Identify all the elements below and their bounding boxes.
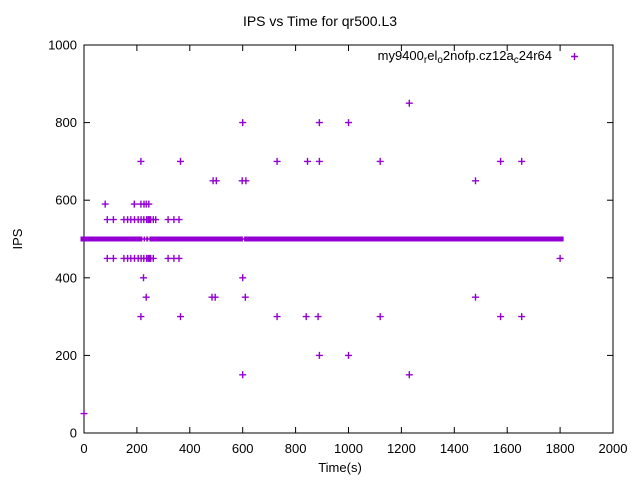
y-tick-label: 200 xyxy=(55,348,77,363)
data-point xyxy=(239,371,247,379)
data-point xyxy=(345,351,352,359)
x-tick-label: 800 xyxy=(285,441,307,456)
data-point xyxy=(405,371,413,379)
data-point xyxy=(152,216,160,224)
data-point xyxy=(405,99,413,107)
data-point xyxy=(149,254,157,262)
data-point xyxy=(302,313,310,321)
data-point xyxy=(177,157,184,165)
x-tick-label: 600 xyxy=(232,441,254,456)
data-point xyxy=(273,313,281,321)
data-point xyxy=(497,157,505,165)
data-point xyxy=(497,313,505,321)
x-tick-label: 1800 xyxy=(546,441,575,456)
data-point xyxy=(130,200,138,208)
data-point xyxy=(315,351,323,359)
data-point xyxy=(137,157,145,165)
data-point xyxy=(145,200,153,208)
data-point xyxy=(137,313,145,321)
data-point xyxy=(556,254,564,262)
data-point xyxy=(239,119,247,127)
legend-plus-marker-icon xyxy=(571,53,578,60)
data-point xyxy=(518,157,526,165)
data-point xyxy=(273,157,281,165)
data-point xyxy=(239,274,247,282)
legend-segment: 24r64 xyxy=(519,48,552,63)
data-point xyxy=(376,157,384,165)
data-point xyxy=(376,313,384,321)
data-point xyxy=(211,293,219,301)
data-point xyxy=(101,200,109,208)
data-point xyxy=(175,254,183,262)
x-tick-label: 1400 xyxy=(440,441,469,456)
x-tick-label: 200 xyxy=(126,441,148,456)
data-series xyxy=(80,99,564,418)
legend: my9400relo2nofp.cz12ac24r64 xyxy=(378,48,578,66)
y-axis-label: IPS xyxy=(10,228,25,249)
data-point xyxy=(315,157,323,165)
data-point xyxy=(242,177,250,185)
data-point xyxy=(140,274,147,282)
legend-subscript: r xyxy=(424,55,428,66)
data-point xyxy=(103,216,111,224)
data-point xyxy=(177,313,184,321)
data-point xyxy=(314,313,322,321)
data-point xyxy=(518,313,526,321)
data-point xyxy=(304,157,311,165)
data-point xyxy=(109,254,117,262)
y-tick-label: 600 xyxy=(55,193,77,208)
y-tick-label: 1000 xyxy=(48,38,77,53)
y-tick-label: 0 xyxy=(70,426,77,441)
data-point xyxy=(315,119,323,127)
axis-ticks: 0 200 400 600 800 1000 1200 1400 1600 1800 2000 0 20… xyxy=(48,38,627,457)
legend-segment: my9400 xyxy=(378,48,424,63)
data-point xyxy=(212,177,220,185)
data-point xyxy=(109,216,117,224)
chart-title: IPS vs Time for qr500.L3 xyxy=(243,13,397,29)
x-tick-label: 1600 xyxy=(493,441,522,456)
legend-subscript: c xyxy=(514,55,519,66)
legend-marker-plus xyxy=(571,53,578,60)
x-tick-label: 400 xyxy=(179,441,201,456)
x-tick-label: 2000 xyxy=(599,441,628,456)
x-tick-label: 1000 xyxy=(334,441,363,456)
data-point xyxy=(175,216,183,224)
data-point xyxy=(345,119,352,127)
y-tick-label: 800 xyxy=(55,115,77,130)
x-tick-label: 1200 xyxy=(387,441,416,456)
legend-segment: el xyxy=(427,48,437,63)
data-point xyxy=(80,410,88,418)
legend-subscript: o xyxy=(437,55,443,66)
data-point xyxy=(472,293,479,301)
data-point xyxy=(103,254,111,262)
data-point xyxy=(472,177,479,185)
legend-label: my9400relo2nofp.cz12ac24r64 xyxy=(378,48,552,66)
data-point xyxy=(241,293,249,301)
x-tick-label: 0 xyxy=(80,441,87,456)
y-tick-label: 400 xyxy=(55,270,77,285)
legend-segment: 2nofp.cz12a xyxy=(443,48,515,63)
x-axis-label: Time(s) xyxy=(318,460,362,475)
data-point xyxy=(142,293,150,301)
